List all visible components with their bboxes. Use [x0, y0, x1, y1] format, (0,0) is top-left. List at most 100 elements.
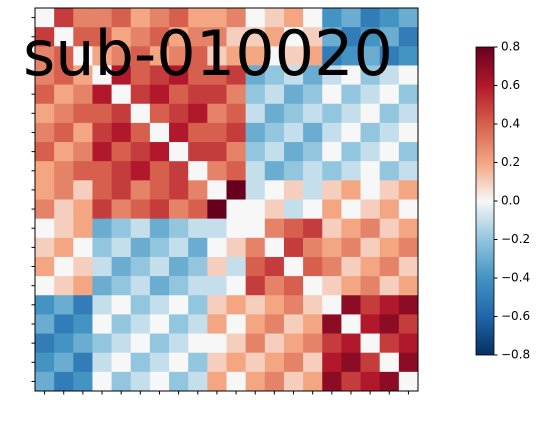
cell	[169, 8, 189, 28]
cell	[341, 237, 361, 258]
cell	[264, 46, 285, 66]
cell	[35, 295, 55, 315]
cell	[360, 199, 380, 219]
cell	[169, 46, 189, 66]
cell	[92, 65, 112, 85]
cell	[322, 46, 342, 66]
cell	[341, 8, 361, 28]
cell	[54, 103, 74, 124]
cell	[130, 8, 151, 28]
cell	[207, 199, 227, 219]
cell	[360, 371, 380, 392]
cell	[303, 352, 323, 373]
cell	[92, 371, 112, 392]
cell	[341, 27, 361, 47]
cell	[169, 237, 189, 258]
cell	[92, 180, 112, 200]
cell	[35, 276, 55, 296]
cell	[130, 27, 151, 47]
cell	[283, 199, 304, 219]
cell	[92, 199, 112, 219]
cell	[303, 65, 323, 85]
cell	[169, 180, 189, 200]
cell	[188, 237, 208, 258]
cell	[130, 333, 151, 353]
cell	[360, 8, 380, 28]
cell	[92, 295, 112, 315]
cell	[35, 8, 55, 28]
cell	[111, 65, 132, 85]
cell	[398, 27, 419, 47]
cell	[54, 237, 74, 258]
cell	[130, 46, 151, 66]
cell	[149, 333, 170, 353]
cell	[226, 276, 246, 296]
cell	[73, 371, 93, 392]
cell	[341, 122, 361, 143]
cell	[379, 84, 400, 105]
cell	[35, 142, 55, 162]
cell	[149, 8, 170, 28]
cell	[379, 180, 400, 200]
cell	[283, 237, 304, 258]
cell	[188, 161, 208, 181]
cell	[54, 218, 74, 239]
cell	[130, 218, 151, 239]
cell	[360, 256, 380, 277]
cell	[92, 8, 112, 28]
cell	[169, 314, 189, 334]
cell	[169, 103, 189, 124]
colorbar-tick-label: −0.4	[501, 271, 530, 285]
cell	[398, 65, 419, 85]
cell	[245, 8, 266, 28]
cell	[398, 256, 419, 277]
cell	[111, 371, 132, 392]
cell	[188, 218, 208, 239]
cell	[35, 218, 55, 239]
cell	[226, 333, 246, 353]
cell	[92, 256, 112, 277]
cell	[379, 371, 400, 392]
cell	[73, 84, 93, 105]
cell	[73, 180, 93, 200]
cell	[130, 237, 151, 258]
cell	[111, 295, 132, 315]
cell	[245, 237, 266, 258]
cell	[322, 371, 342, 392]
cell	[341, 161, 361, 181]
cell	[341, 142, 361, 162]
cell	[54, 352, 74, 373]
cell	[54, 295, 74, 315]
colorbar-tick-label: −0.8	[501, 348, 530, 362]
cell	[35, 371, 55, 392]
cell	[149, 352, 170, 373]
cell	[379, 8, 400, 28]
cell	[188, 65, 208, 85]
cell	[398, 333, 419, 353]
cell	[398, 218, 419, 239]
cell	[398, 371, 419, 392]
cell	[303, 314, 323, 334]
cell	[303, 27, 323, 47]
cell	[226, 371, 246, 392]
cell	[130, 103, 151, 124]
cell	[360, 65, 380, 85]
cell	[303, 142, 323, 162]
cell	[398, 180, 419, 200]
cell	[169, 333, 189, 353]
colorbar	[475, 46, 495, 356]
cell	[283, 142, 304, 162]
cell	[149, 237, 170, 258]
cell	[283, 161, 304, 181]
cell	[264, 295, 285, 315]
cell	[322, 295, 342, 315]
cell	[303, 218, 323, 239]
cell	[54, 256, 74, 277]
cell	[169, 256, 189, 277]
cell	[149, 276, 170, 296]
cell	[149, 371, 170, 392]
colorbar-tick-label: −0.2	[501, 232, 530, 246]
cell	[169, 65, 189, 85]
cell	[149, 65, 170, 85]
cell	[341, 352, 361, 373]
